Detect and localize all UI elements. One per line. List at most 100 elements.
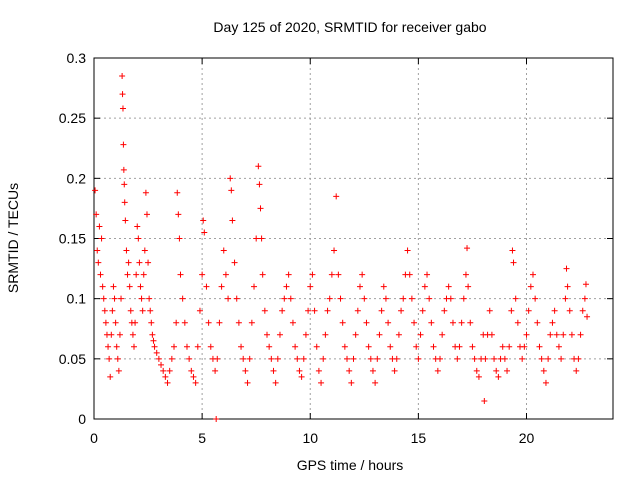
data-point [98, 235, 105, 242]
data-point [203, 283, 210, 290]
y-tick-label: 0.15 [59, 231, 86, 247]
data-point [101, 307, 108, 314]
data-point [465, 283, 472, 290]
data-point [538, 355, 545, 362]
data-point [255, 163, 262, 170]
y-tick-label: 0.2 [67, 170, 87, 186]
data-point [148, 319, 155, 326]
data-point [102, 319, 109, 326]
data-point [212, 367, 219, 374]
data-point [400, 295, 407, 302]
points-layer [92, 73, 591, 422]
data-point [413, 343, 420, 350]
data-point [449, 319, 456, 326]
data-point [344, 355, 351, 362]
data-point [129, 331, 136, 338]
x-tick-label: 0 [90, 430, 98, 446]
data-point [514, 319, 521, 326]
data-point [93, 211, 100, 218]
data-point [110, 283, 117, 290]
data-point [395, 331, 402, 338]
data-point [508, 307, 515, 314]
data-point [279, 307, 286, 314]
data-point [115, 367, 122, 374]
data-point [542, 379, 549, 386]
data-point [160, 367, 167, 374]
data-point [188, 367, 195, 374]
data-point [253, 235, 260, 242]
data-point [126, 283, 133, 290]
data-point [549, 319, 556, 326]
data-point [296, 367, 303, 374]
data-point [155, 355, 162, 362]
data-point [177, 271, 184, 278]
data-point [469, 343, 476, 350]
data-point [367, 355, 374, 362]
data-point [127, 307, 134, 314]
data-point [322, 331, 329, 338]
data-point [147, 307, 154, 314]
data-point [257, 205, 264, 212]
data-point [171, 343, 178, 350]
data-point [558, 355, 565, 362]
data-point [107, 373, 114, 380]
data-point [231, 259, 238, 266]
data-point [138, 295, 145, 302]
x-tick-label: 10 [302, 430, 318, 446]
data-point [488, 331, 495, 338]
data-point [141, 247, 148, 254]
data-point [120, 166, 127, 173]
data-point [168, 355, 175, 362]
data-point [194, 343, 201, 350]
data-point [181, 319, 188, 326]
chart-title: Day 125 of 2020, SRMTID for receiver gab… [213, 19, 486, 35]
data-point [136, 259, 143, 266]
data-point [173, 319, 180, 326]
data-point [504, 367, 511, 374]
data-point [350, 355, 357, 362]
data-point [199, 271, 206, 278]
data-point [274, 355, 281, 362]
data-point [376, 331, 383, 338]
data-point [339, 319, 346, 326]
data-point [575, 355, 582, 362]
data-point [97, 271, 104, 278]
data-point [374, 355, 381, 362]
data-point [118, 295, 125, 302]
grid-layer [94, 58, 613, 419]
data-point [143, 211, 150, 218]
data-point [213, 416, 220, 422]
y-tick-label: 0.05 [59, 351, 86, 367]
data-point [551, 307, 558, 314]
data-point [305, 307, 312, 314]
data-point [216, 319, 223, 326]
data-point [222, 271, 229, 278]
data-point [251, 283, 258, 290]
data-point [96, 223, 103, 230]
data-point [509, 247, 516, 254]
data-point [132, 319, 139, 326]
data-point [372, 379, 379, 386]
data-point [179, 295, 186, 302]
data-point [140, 271, 147, 278]
data-point [387, 343, 394, 350]
data-point [365, 343, 372, 350]
data-point [142, 189, 149, 196]
data-point [294, 355, 301, 362]
data-point [441, 307, 448, 314]
data-point [532, 295, 539, 302]
data-point [123, 247, 130, 254]
data-point [408, 295, 415, 302]
data-point [113, 343, 120, 350]
data-point [309, 271, 316, 278]
data-point [298, 373, 305, 380]
data-point [411, 319, 418, 326]
data-point [311, 307, 318, 314]
data-point [426, 295, 433, 302]
data-point [114, 355, 121, 362]
data-point [481, 397, 488, 404]
data-point [248, 319, 255, 326]
data-point [564, 283, 571, 290]
data-point [335, 271, 342, 278]
data-point [501, 355, 508, 362]
